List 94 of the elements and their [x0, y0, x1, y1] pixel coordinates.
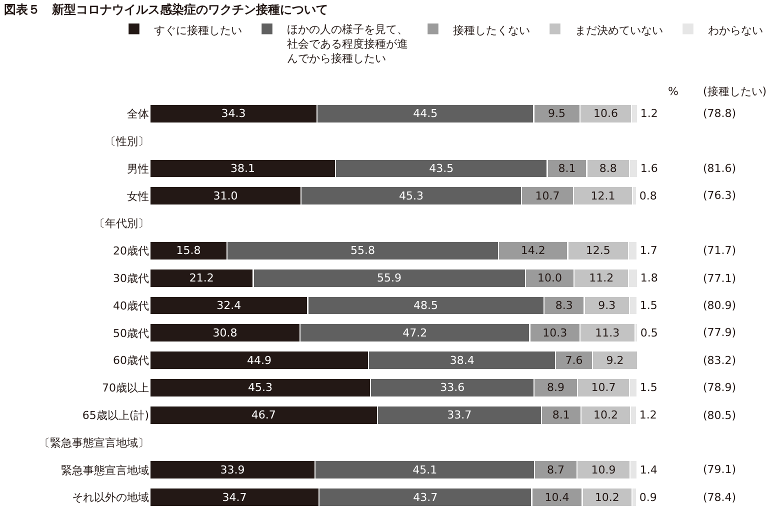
- legend-label: まだ決めていない: [575, 24, 663, 38]
- data-label: 1.6: [640, 162, 658, 175]
- data-label: 10.9: [591, 463, 616, 476]
- y-tick-label: 30歳代: [113, 272, 149, 285]
- data-label: 11.3: [595, 326, 620, 340]
- data-label: 10.7: [535, 189, 560, 202]
- y-tick-label: 〔年代別〕: [94, 217, 149, 230]
- text: (78.4): [703, 491, 736, 504]
- y-tick-label: 全体: [127, 108, 149, 121]
- data-label: 0.8: [639, 189, 657, 202]
- text: (71.7): [703, 244, 736, 257]
- chart-title: 図表５ 新型コロナウイルス感染症のワクチン接種について: [4, 2, 328, 17]
- y-tick-label: 20歳代: [113, 244, 149, 258]
- data-label: 21.2: [189, 272, 214, 285]
- data-label: 30.8: [212, 326, 238, 340]
- data-label: 43.5: [429, 162, 454, 175]
- data-label: 32.4: [216, 299, 242, 312]
- data-label: 9.3: [598, 299, 616, 312]
- data-label: 45.1: [412, 463, 438, 476]
- data-label: 10.2: [594, 490, 620, 504]
- data-label: 14.2: [520, 244, 546, 258]
- y-tick-label: 男性: [127, 162, 149, 176]
- legend-label: わからない: [708, 24, 763, 38]
- text: %: [668, 85, 678, 98]
- data-label: 46.7: [251, 408, 276, 422]
- data-label: 8.1: [552, 408, 570, 422]
- y-tick-label: 女性: [127, 190, 149, 203]
- data-label: 38.1: [230, 162, 255, 175]
- data-label: 9.5: [548, 107, 566, 120]
- data-label: 12.5: [586, 244, 610, 258]
- data-label: 10.6: [593, 107, 618, 120]
- data-label: 0.5: [640, 326, 658, 340]
- text: (80.5): [703, 409, 736, 422]
- data-label: 1.7: [640, 244, 658, 258]
- text: (80.9): [703, 299, 736, 312]
- data-label: 8.3: [555, 299, 573, 312]
- data-label: 10.2: [593, 408, 618, 422]
- data-label: 43.7: [413, 490, 438, 504]
- y-tick-label: 50歳代: [113, 326, 149, 340]
- data-label: 7.6: [565, 354, 583, 367]
- y-tick-label: 〔緊急事態宣言地域〕: [39, 436, 149, 450]
- data-label: 8.8: [599, 162, 617, 175]
- text: (77.9): [703, 326, 736, 339]
- data-label: 9.2: [606, 354, 624, 367]
- data-label: 45.3: [398, 189, 424, 202]
- data-label: 45.3: [248, 381, 273, 394]
- legend-label: ほかの人の様子を見て、社会である程度接種が進んでから接種したい: [287, 23, 408, 65]
- data-label: 0.9: [639, 490, 657, 504]
- text: (76.3): [703, 189, 736, 202]
- data-label: 8.9: [547, 381, 565, 394]
- data-label: 44.5: [413, 107, 438, 120]
- text: (81.6): [703, 162, 736, 175]
- data-label: 12.1: [590, 189, 616, 202]
- data-label: 1.2: [640, 107, 658, 120]
- data-label: 8.1: [558, 162, 576, 175]
- data-label: 48.5: [414, 299, 438, 312]
- data-label: 8.7: [547, 463, 565, 476]
- y-tick-label: 〔性別〕: [105, 134, 149, 148]
- data-label: 33.7: [447, 408, 472, 422]
- data-label: 15.8: [176, 244, 201, 258]
- data-label: 34.3: [221, 107, 246, 120]
- y-tick-label: 緊急事態宣言地域: [61, 464, 149, 477]
- data-label: 33.9: [220, 463, 245, 476]
- text: (78.9): [703, 381, 736, 394]
- text: (79.1): [703, 463, 736, 476]
- data-label: 1.2: [639, 408, 657, 422]
- y-tick-label: それ以外の地域: [72, 491, 149, 504]
- data-label: 47.2: [402, 326, 428, 340]
- data-label: 55.9: [377, 272, 402, 285]
- data-label: 1.8: [640, 272, 658, 285]
- data-label: 10.0: [537, 272, 562, 285]
- text: (78.8): [703, 107, 736, 120]
- data-label: 1.5: [640, 299, 658, 312]
- y-tick-label: 65歳以上(計): [82, 408, 149, 422]
- data-label: 10.4: [544, 490, 570, 504]
- text: (77.1): [703, 272, 736, 285]
- data-label: 11.2: [589, 272, 614, 285]
- data-label: 33.6: [440, 381, 465, 394]
- data-label: 44.9: [247, 354, 272, 367]
- y-tick-label: 60歳代: [113, 354, 149, 368]
- y-tick-label: 40歳代: [113, 299, 149, 312]
- data-label: 10.7: [591, 381, 616, 394]
- data-label: 1.4: [640, 463, 658, 476]
- data-label: 38.4: [450, 354, 474, 367]
- text: (接種したい): [703, 85, 767, 98]
- data-label: 10.3: [542, 326, 568, 340]
- data-label: 55.8: [350, 244, 376, 258]
- legend-label: 接種したくない: [453, 24, 530, 38]
- data-label: 31.0: [213, 189, 238, 202]
- data-label: 1.5: [640, 381, 658, 394]
- text: (83.2): [703, 354, 736, 367]
- data-label: 34.7: [222, 490, 247, 504]
- legend-label: すぐに接種したい: [154, 24, 242, 38]
- y-tick-label: 70歳以上: [102, 382, 149, 395]
